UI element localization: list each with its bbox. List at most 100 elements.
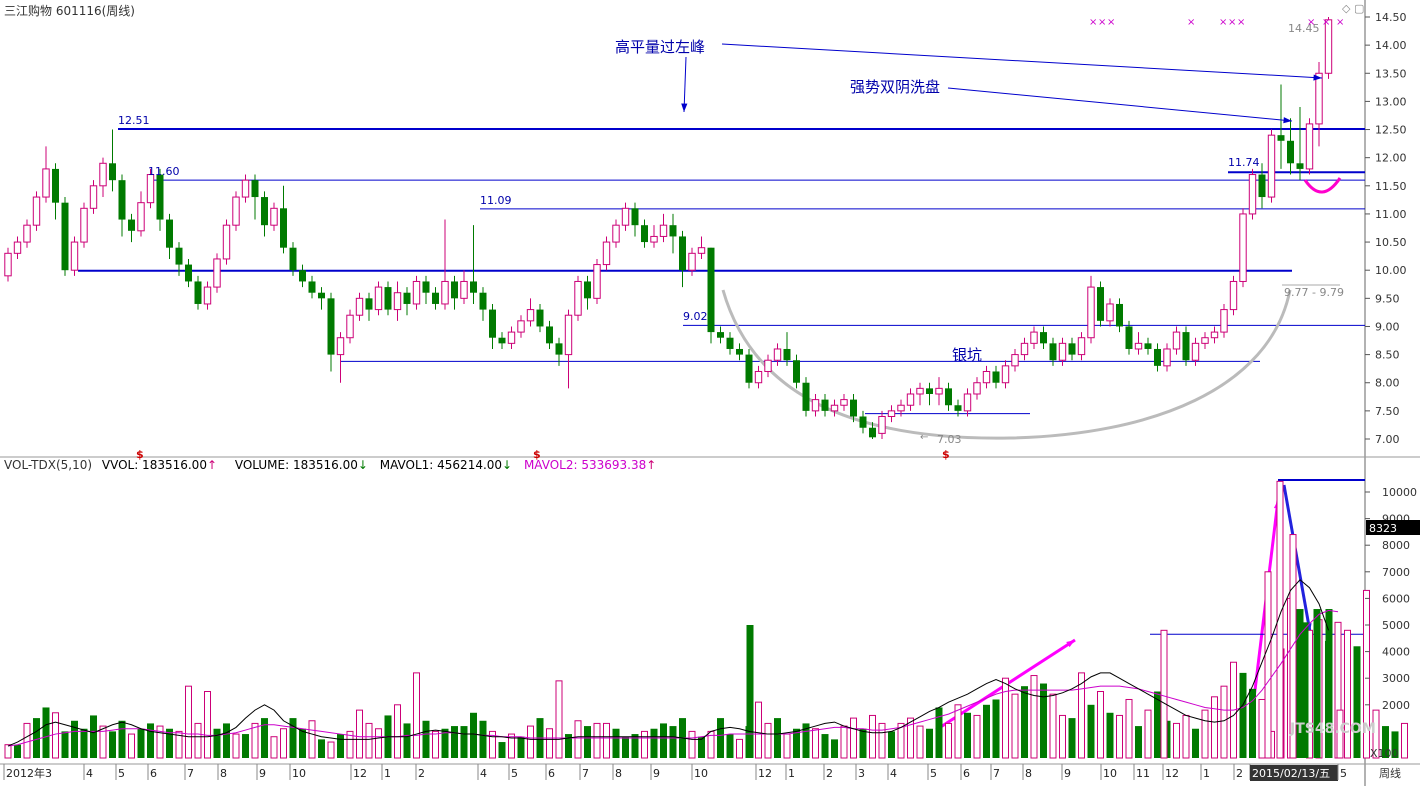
candle-body-up	[564, 314, 573, 356]
volume-bar-up	[308, 720, 316, 759]
volume-bar-up	[23, 722, 31, 759]
volume-bar-down	[983, 704, 990, 758]
date-tick-label: 7	[187, 767, 194, 780]
candle-body-up	[1220, 309, 1228, 333]
volume-bar-up	[1078, 672, 1085, 759]
candle-body-down	[641, 225, 648, 243]
volume-bar-up	[1258, 698, 1266, 759]
volume-bar-down	[61, 731, 69, 758]
volume-bar-down	[717, 718, 724, 758]
candle-body-up	[574, 280, 582, 316]
volume-bar-up	[755, 701, 762, 759]
signal-dollar-marker: $	[136, 448, 144, 461]
volume-bar-down	[774, 718, 781, 758]
volume-bar-up	[52, 712, 59, 759]
candle-body-down	[546, 326, 553, 344]
volume-bar-down	[935, 707, 943, 758]
candle-body-up	[203, 286, 212, 305]
volume-bar-up	[280, 728, 287, 759]
volume-bar-up	[356, 709, 363, 759]
volume-bar-up	[1336, 709, 1344, 759]
candle-body-down	[669, 225, 677, 237]
window-controls[interactable]: ◇ ▢	[1342, 2, 1365, 15]
candle-body-up	[241, 179, 250, 198]
candle-body-down	[451, 281, 458, 299]
date-tick-label: 12	[353, 767, 367, 780]
volume-bar-down	[650, 728, 658, 758]
up-arrow-icon: ↑	[206, 458, 218, 472]
date-cursor-label: 2015/02/13/五	[1252, 767, 1330, 780]
candle-body-down	[859, 416, 867, 428]
candle-body-up	[393, 292, 402, 311]
candle-body-up	[137, 202, 145, 232]
date-tick-label: 4	[890, 767, 897, 780]
price-tick-label: 11.00	[1375, 208, 1407, 221]
period-label: 周线	[1379, 766, 1401, 780]
volume-bar-down	[223, 723, 230, 758]
candle-body-down	[470, 281, 477, 293]
candle-body-up	[1087, 286, 1095, 339]
date-tick-label: 3	[858, 767, 865, 780]
date-tick-label: 2	[826, 767, 833, 780]
vol-indicator-label: VOL-TDX(5,10)	[4, 458, 93, 472]
candle-body-down	[1144, 343, 1152, 349]
candle-body-up	[1267, 134, 1276, 198]
volume-trend-arrow	[1282, 484, 1312, 633]
volume-bar-up	[840, 725, 848, 759]
price-tick-label: 11.50	[1375, 180, 1407, 193]
candle-body-up	[764, 359, 772, 372]
annotation-text: 高平量过左峰	[615, 38, 705, 56]
volume-bar-up	[185, 685, 192, 759]
candle-body-down	[954, 405, 962, 411]
volume-bar-up	[1264, 571, 1272, 759]
price-value-label: 11.74	[1228, 156, 1260, 169]
candle-body-up	[840, 399, 848, 406]
candle-body-down	[945, 388, 952, 406]
volume-bar-up	[489, 730, 496, 759]
candle-body-up	[906, 393, 915, 406]
volume-bar-down	[1296, 609, 1304, 758]
volume-bar-up	[916, 725, 924, 759]
candle-body-up	[916, 387, 924, 395]
volume-bar-down	[669, 726, 677, 758]
vvol-value: VVOL: 183516.00	[101, 458, 207, 472]
candle-body-down	[1182, 332, 1190, 361]
candle-body-up	[1239, 213, 1247, 282]
candle-body-up	[1030, 331, 1038, 344]
volume-bar-down	[479, 720, 487, 758]
volume-bar-up	[1372, 709, 1380, 759]
candle-body-down	[479, 292, 487, 310]
candle-body-down	[128, 219, 135, 231]
candle-body-down	[869, 427, 876, 438]
price-tick-label: 13.00	[1375, 95, 1407, 108]
volume-bar-up	[1182, 714, 1190, 759]
candle-body-down	[1287, 140, 1294, 164]
candle-body-up	[1191, 342, 1200, 361]
candle-body-down	[679, 236, 686, 271]
volume-bar-down	[318, 739, 325, 758]
volume-header: VOL-TDX(5,10) VVOL: 183516.00↑ VOLUME: 1…	[4, 458, 656, 472]
volume-trend-arrow-head	[1066, 640, 1075, 648]
candle-body-down	[745, 354, 753, 383]
candle-body-up	[99, 162, 107, 187]
volume-bar-down	[1382, 726, 1389, 758]
candle-body-down	[185, 264, 192, 282]
up-arrow-icon: ↑	[646, 458, 657, 472]
volume-bar-down	[1068, 718, 1076, 758]
date-tick-label: 10	[1103, 767, 1117, 780]
date-tick-label: 8	[220, 767, 227, 780]
price-tick-label: 13.50	[1375, 67, 1407, 80]
volume-value: VOLUME: 183516.00	[234, 458, 358, 472]
cross-mark-icon: ×	[1098, 17, 1106, 28]
volume-bar-up	[1344, 629, 1351, 759]
mavol2-line	[7, 609, 1339, 747]
volume-bar-up	[1173, 722, 1180, 759]
volume-bar-up	[1401, 722, 1408, 759]
volume-bar-up	[783, 733, 791, 759]
volume-axis: 1000090008000700060005000400030002000832…	[1365, 486, 1420, 760]
candle-body-up	[621, 207, 630, 226]
candle-body-up	[811, 399, 820, 412]
volume-bar-up	[593, 722, 601, 759]
candle-body-up	[1229, 280, 1238, 311]
